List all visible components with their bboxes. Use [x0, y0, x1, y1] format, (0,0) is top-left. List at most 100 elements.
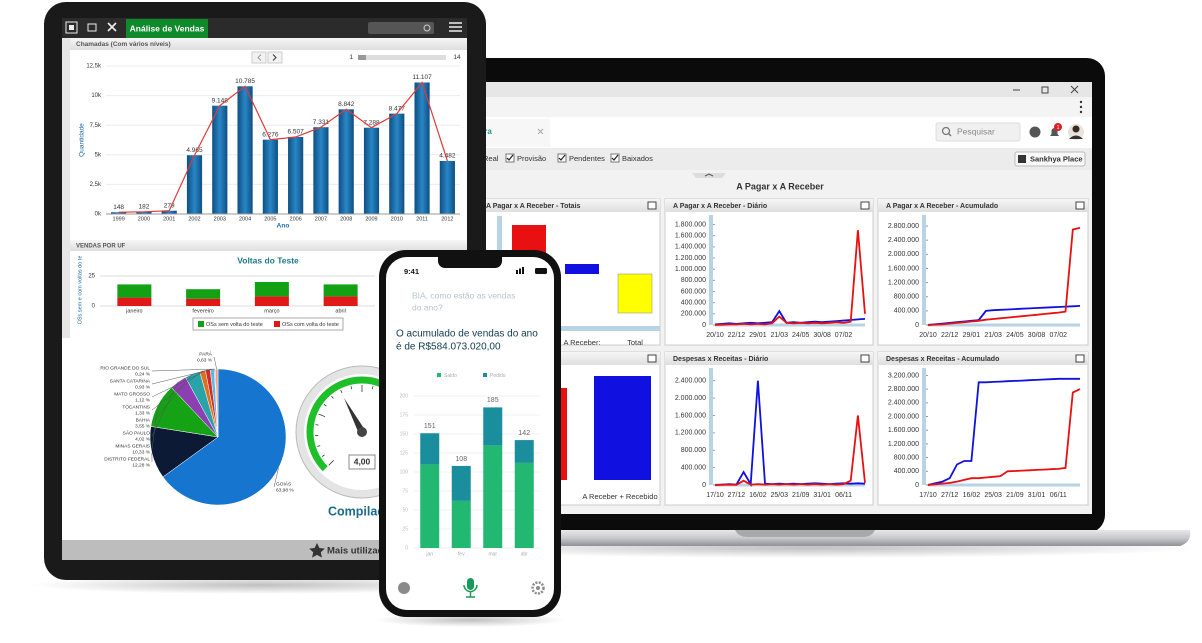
slice-label: SÃO PAULO: [123, 429, 151, 436]
pie-slice: [215, 368, 219, 438]
x-tick-label: janeiro: [125, 308, 143, 314]
bar: [594, 376, 651, 480]
close-icon[interactable]: [107, 22, 117, 32]
slice-label: DISTRITO FEDERAL: [104, 456, 150, 462]
mic-icon[interactable]: [467, 578, 474, 590]
legend-label: OSs sem volta do teste: [206, 322, 263, 328]
window-icon: [69, 25, 74, 30]
pager-thumb[interactable]: [358, 55, 366, 60]
x-tick-label: 1999: [113, 216, 125, 222]
value-label: 8.842: [338, 101, 355, 108]
next-page[interactable]: [267, 51, 283, 64]
x-tick-label: 27/12: [728, 492, 746, 499]
pager-slider[interactable]: [358, 55, 446, 60]
panel-maximize[interactable]: [647, 201, 657, 210]
y-tick-label: 1.200.000: [888, 279, 919, 286]
panel-maximize[interactable]: [647, 354, 657, 363]
y-tick-label: 0: [915, 482, 919, 489]
prev-page[interactable]: [251, 51, 267, 64]
tab-close[interactable]: [537, 128, 544, 135]
leader-line: [151, 370, 203, 411]
y-tick-label: 400.000: [681, 464, 706, 471]
x-tick-label: 25/03: [771, 492, 789, 499]
x-tick-label: 21/09: [792, 492, 810, 499]
panel-maximize[interactable]: [1075, 201, 1085, 210]
restore-icon[interactable]: [1041, 86, 1049, 94]
bar: [389, 113, 405, 214]
slice-label: BAHIA: [136, 417, 151, 423]
window-icon[interactable]: [65, 21, 78, 34]
y-tick-label: 7,5k: [90, 123, 102, 129]
phone-charts: 0 25 50 75 100 125 150 175 200 Saldo Pedido 151 jan 1…: [400, 373, 540, 557]
question-line: BIA, como estão as vendas: [412, 290, 515, 300]
tiles-icon[interactable]: [87, 23, 97, 32]
search-box[interactable]: [368, 22, 434, 34]
settings-icon: [536, 586, 540, 590]
x-tick-label: 2011: [416, 216, 428, 222]
help-icon[interactable]: [1029, 126, 1041, 138]
search-icon: [947, 132, 952, 137]
bar-segment: [483, 445, 503, 548]
collapse-handle[interactable]: [692, 173, 726, 178]
gauge-tick: [318, 413, 326, 418]
legend-label: OSs com volta do teste: [282, 322, 339, 328]
bar: [288, 136, 304, 214]
slice-label: MINAS GERAIS: [115, 443, 150, 449]
filter-check: [506, 154, 514, 161]
bar-segment: [451, 465, 471, 501]
y-tick-label: 175: [400, 412, 409, 418]
panel-maximize[interactable]: [860, 201, 870, 210]
y-tick-label: 12,5k: [86, 64, 102, 70]
signal-icon: [519, 268, 521, 274]
bar: [565, 264, 599, 274]
settings-icon[interactable]: [531, 581, 545, 595]
filter-label: Provisão: [517, 154, 546, 163]
value-label: 11.107: [412, 74, 432, 81]
place-button[interactable]: [1014, 151, 1086, 167]
y-tick-label: 1.600.000: [888, 427, 919, 434]
y-tick-label: 0: [702, 322, 706, 329]
panel-header: [878, 199, 1088, 212]
close-icon[interactable]: [1070, 85, 1079, 94]
panel-maximize[interactable]: [1075, 354, 1085, 363]
x-tick-label: 21/03: [984, 332, 1002, 339]
menu-dot[interactable]: [1079, 110, 1083, 114]
leader-line: [213, 356, 217, 370]
x-tick-label: 24/05: [792, 332, 810, 339]
value-label: 7.288: [363, 119, 380, 126]
x-tick-label: 22/12: [728, 332, 746, 339]
y-tick-label: 1.800.000: [675, 221, 706, 228]
bar: [617, 273, 653, 314]
y-tick-label: 800.000: [681, 277, 706, 284]
menu-dot[interactable]: [1079, 105, 1083, 109]
panel-maximize[interactable]: [860, 354, 870, 363]
value-label: 4.965: [186, 147, 203, 154]
x-tick-label: 30/08: [813, 332, 831, 339]
shadow: [30, 576, 490, 594]
help-icon[interactable]: [398, 582, 410, 594]
prev-arrow: [257, 54, 262, 61]
y-tick-label: 1.600.000: [675, 412, 706, 419]
panel-header: [70, 38, 467, 50]
active-tab[interactable]: [126, 19, 208, 38]
mic-icon: [463, 584, 478, 598]
y-tick-label: 400.000: [894, 468, 919, 475]
question-line: do ano?: [412, 302, 443, 312]
x-tick-label: 06/11: [835, 492, 852, 499]
panel-header: [478, 199, 660, 212]
menu-icon[interactable]: [449, 22, 462, 32]
y-tick-label: 2.000.000: [888, 413, 919, 420]
y-tick-label: 2.800.000: [888, 386, 919, 393]
leader-line: [151, 369, 208, 398]
answer-line: O acumulado de vendas do ano: [396, 329, 538, 340]
x-tick-label: 22/12: [941, 332, 959, 339]
y-tick-label: 1.600.000: [888, 265, 919, 272]
search-box[interactable]: [935, 122, 1021, 142]
legend-swatch: [198, 321, 204, 327]
gauge-tick: [317, 445, 321, 447]
bar-segment: [254, 296, 289, 306]
menu-dot[interactable]: [1079, 100, 1083, 104]
bar-segment: [117, 297, 152, 306]
slice-value: 0,63 %: [197, 357, 213, 363]
slice-label: SANTA CATARINA: [110, 378, 151, 384]
